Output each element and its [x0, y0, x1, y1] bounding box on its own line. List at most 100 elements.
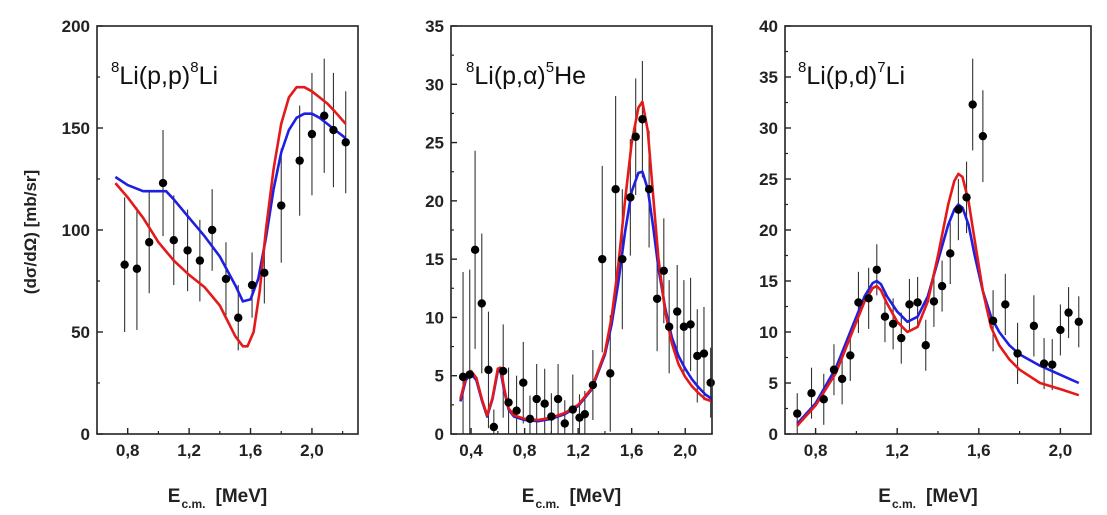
data-point: [234, 313, 243, 322]
data-point: [1039, 359, 1049, 368]
data-point: [921, 341, 930, 350]
reaction-text: Li(p,α): [474, 62, 545, 90]
y-tick-label: 30: [425, 75, 444, 94]
reaction-label: 8Li(p,p)8Li: [111, 59, 218, 90]
y-tick-label: 30: [759, 119, 778, 138]
reaction-mass-number: 8: [798, 59, 806, 76]
reaction-text: Li: [199, 62, 218, 90]
data-point: [519, 378, 528, 387]
y-tick-label: 0: [435, 425, 444, 444]
y-tick-label: 10: [759, 323, 778, 342]
data-point: [504, 398, 513, 407]
x-axis-unit: [MeV]: [926, 486, 978, 507]
x-tick-label: 2,0: [673, 441, 697, 460]
data-point: [158, 178, 168, 188]
data-point: [673, 307, 682, 316]
y-tick-label: 20: [759, 221, 778, 240]
x-axis-symbol: E: [522, 486, 535, 507]
fit-curve-red: [459, 100, 712, 422]
x-tick-label: 2,0: [300, 441, 324, 460]
x-axis-symbol: E: [878, 486, 891, 507]
data-point: [525, 414, 535, 424]
data-point: [307, 129, 317, 139]
reaction-text: Li(p,p): [119, 62, 190, 90]
x-tick-label: 0,8: [804, 441, 828, 460]
plot-frame: [784, 25, 1092, 435]
data-point: [888, 319, 898, 329]
data-point: [132, 264, 142, 273]
x-axis-title: Ec.m.: [168, 486, 206, 511]
y-tick-label: 35: [425, 17, 444, 36]
data-point: [260, 268, 269, 278]
data-point: [929, 297, 939, 306]
data-point: [626, 193, 635, 202]
data-point: [1048, 360, 1057, 369]
data-point: [880, 312, 890, 321]
x-axis-unit: [MeV]: [570, 486, 622, 507]
x-tick-label: 2,0: [1049, 441, 1073, 460]
data-point: [145, 238, 154, 247]
data-point: [195, 256, 205, 265]
x-tick-label: 1,2: [566, 441, 590, 460]
y-tick-label: 15: [759, 272, 778, 291]
panel-li-p-d: 0 5 10 15 20 25 30 35 40 0,8 1,2 1,6 2,0 8Li(p,d)7Li E…: [759, 17, 1092, 511]
y-axis-label: (dσ/dΩ) [mb/sr]: [21, 170, 40, 294]
data-point: [913, 298, 922, 307]
fit-curve-blue: [796, 203, 1080, 425]
y-tick-label: 25: [425, 134, 444, 153]
x-axis-title: Ec.m.: [522, 486, 560, 511]
fit-curve-red: [114, 85, 347, 348]
x-tick-label: 1,6: [967, 441, 991, 460]
data-point: [341, 138, 350, 147]
y-tick-label: 5: [769, 374, 778, 393]
data-point: [897, 333, 906, 343]
y-tick-label: 25: [759, 170, 778, 189]
data-point: [465, 370, 474, 379]
data-point: [968, 100, 977, 109]
data-point: [611, 185, 620, 194]
reaction-text: Li(p,d): [806, 62, 877, 90]
reaction-label: 8Li(p,α)5He: [466, 59, 586, 90]
data-point: [1013, 349, 1022, 358]
data-point: [664, 322, 674, 331]
reaction-text: Li: [886, 62, 905, 90]
data-point: [169, 236, 178, 245]
data-point: [679, 322, 689, 331]
y-tick-label: 10: [425, 308, 444, 327]
data-point: [638, 115, 647, 124]
data-point: [553, 394, 563, 404]
data-point: [829, 365, 839, 374]
data-point: [458, 372, 468, 382]
data-point: [807, 389, 816, 398]
data-point: [946, 249, 955, 258]
fit-curve-blue: [114, 112, 347, 303]
x-axis-subscript: c.m.: [892, 497, 916, 511]
data-point: [954, 205, 963, 214]
data-point: [1074, 317, 1083, 326]
reaction-mass-number: 5: [546, 59, 554, 76]
reaction-mass-number: 8: [111, 59, 119, 76]
data-point: [699, 349, 709, 358]
reaction-mass-number: 8: [466, 59, 474, 76]
y-tick-label: 35: [759, 68, 778, 87]
y-tick-label: 40: [759, 17, 778, 36]
y-tick-label: 5: [435, 367, 444, 386]
x-axis-subscript: c.m.: [535, 497, 559, 511]
data-point: [962, 193, 971, 202]
data-point: [489, 422, 499, 432]
plot-frame: [96, 25, 359, 435]
plot-frame: [450, 25, 713, 435]
data-point: [499, 366, 508, 376]
data-point: [631, 132, 640, 141]
data-point: [864, 294, 873, 303]
data-point: [652, 294, 662, 303]
x-axis-title: Ec.m.: [878, 486, 916, 511]
data-point: [686, 320, 695, 329]
data-point: [793, 409, 802, 418]
y-tick-label: 0: [81, 425, 90, 444]
x-axis-unit: [MeV]: [216, 486, 268, 507]
data-point: [247, 280, 257, 290]
data-point: [540, 399, 549, 408]
